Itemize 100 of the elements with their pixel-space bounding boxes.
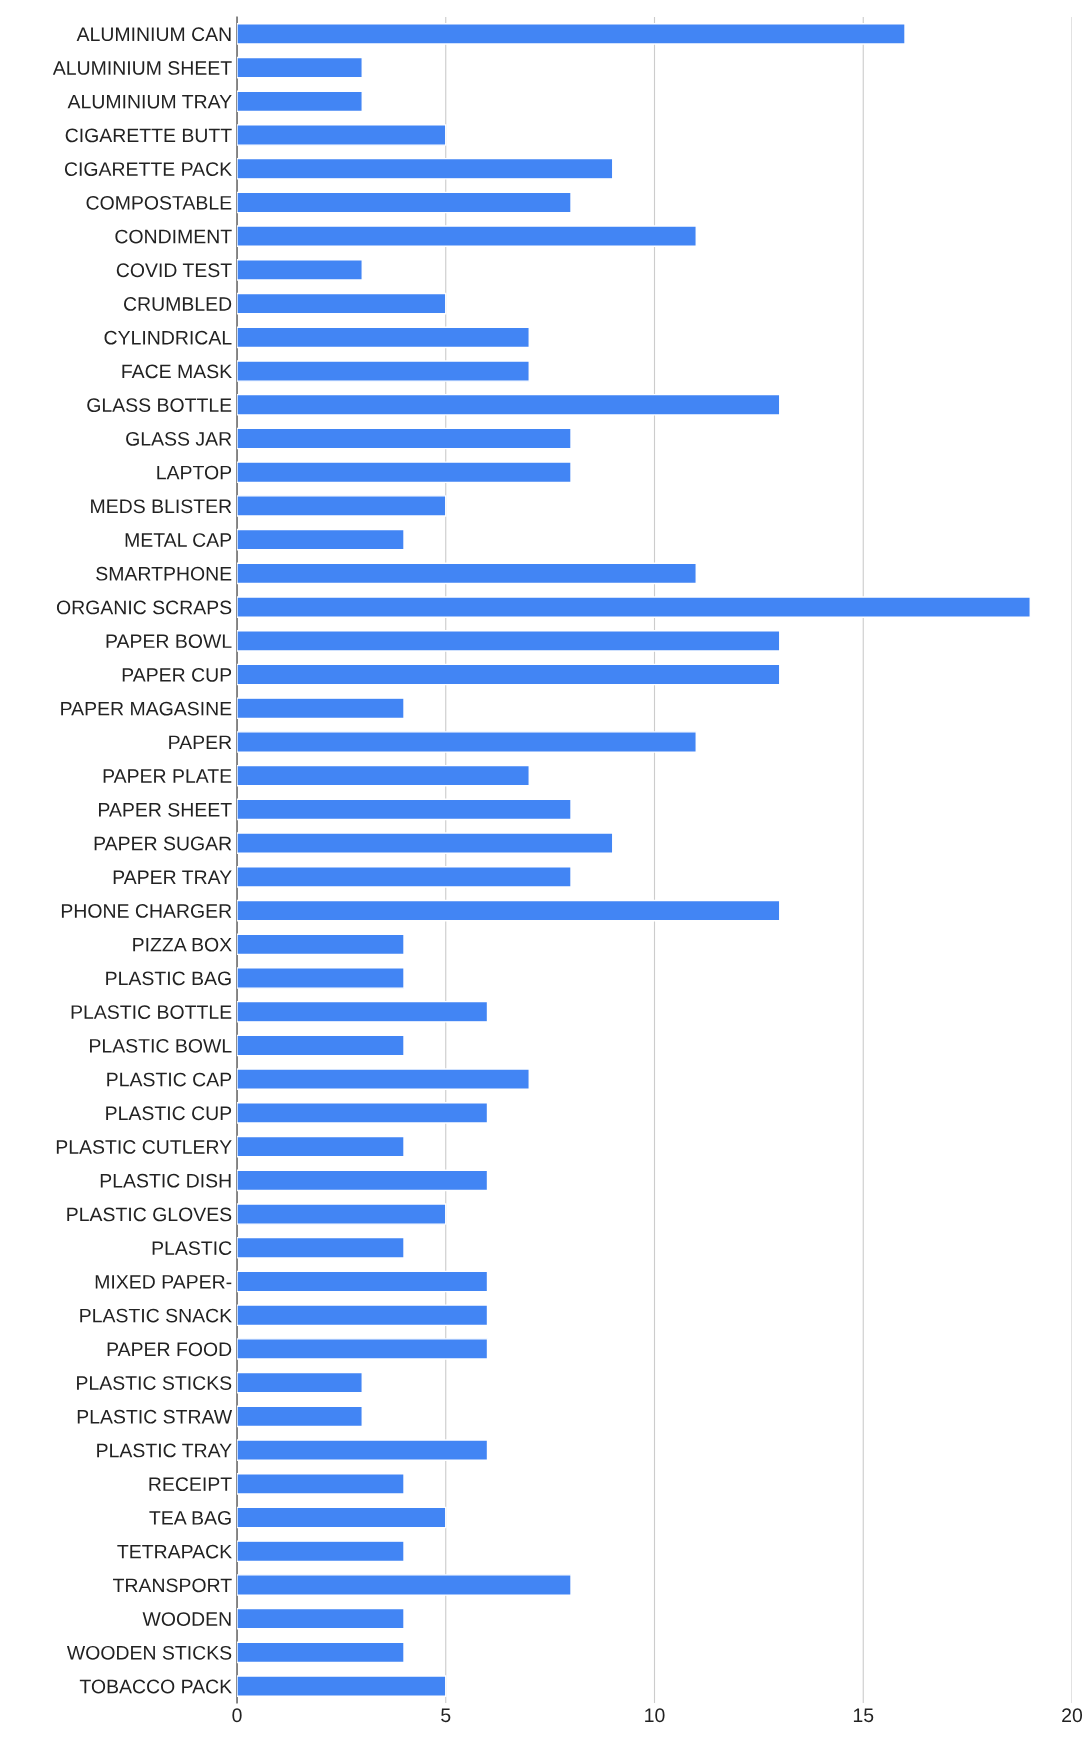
y-tick-label: WOODEN STICKS (66, 1645, 232, 1660)
bar (237, 528, 405, 551)
y-tick-label: COMPOSTABLE (86, 195, 232, 210)
bar (237, 731, 697, 753)
bar (237, 1473, 405, 1495)
y-tick-label: CRUMBLED (124, 297, 232, 311)
y-tick-label: PLASTIC CUTLERY (56, 1140, 232, 1154)
bar (237, 461, 572, 484)
y-tick-label: RECEIPT (149, 1477, 232, 1492)
bar (237, 1338, 489, 1360)
y-tick-label: PLASTIC GLOVES (67, 1207, 232, 1222)
bar (237, 326, 530, 349)
bar (237, 1270, 489, 1293)
y-tick-label: TOBACCO PACK (79, 1679, 232, 1694)
bar (237, 1135, 405, 1158)
y-tick-label: PLASTIC STICKS (77, 1376, 232, 1390)
bar (237, 360, 530, 382)
y-tick-label: PAPER (169, 735, 232, 750)
bar (237, 495, 447, 517)
bar (237, 1236, 405, 1259)
x-tick-label: 0 (232, 1708, 242, 1723)
bar (237, 967, 405, 989)
bar (237, 1506, 447, 1529)
y-tick-label: MEDS BLISTER (91, 499, 232, 514)
bar (237, 1607, 405, 1630)
bar (237, 191, 572, 214)
x-tick-label: 10 (645, 1708, 665, 1723)
y-tick-label: TEA BAG (149, 1511, 231, 1525)
y-tick-label: TRANSPORT (113, 1578, 232, 1593)
bar (237, 225, 697, 247)
y-tick-label: PIZZA BOX (133, 937, 232, 952)
y-tick-label: PLASTIC CAP (107, 1072, 232, 1087)
y-tick-label: ORGANIC SCRAPS (56, 600, 232, 615)
y-tick-label: GLASS JAR (126, 431, 232, 446)
y-tick-label: LAPTOP (157, 465, 232, 480)
y-tick-label: PAPER CUP (122, 668, 232, 682)
y-tick-label: PAPER TRAY (113, 870, 232, 884)
y-tick-label: TETRAPACK (117, 1544, 232, 1559)
y-tick-label: PLASTIC BOWL (90, 1038, 232, 1053)
bar (237, 899, 781, 922)
bar (237, 832, 614, 854)
y-tick-label: WOODEN (142, 1612, 231, 1626)
bar (237, 866, 572, 888)
y-tick-label: PAPER SUGAR (94, 836, 232, 851)
y-tick-label: PAPER BOWL (106, 634, 232, 649)
bar (237, 1641, 405, 1664)
bar (237, 1540, 405, 1563)
x-tick-label: 15 (853, 1708, 874, 1723)
y-tick-label: PAPER MAGASINE (61, 701, 232, 716)
bar (237, 1675, 447, 1697)
bar (237, 427, 572, 450)
y-tick-label: COVID TEST (116, 263, 232, 278)
y-tick-label: PAPER SHEET (99, 802, 232, 817)
y-tick-label: PLASTIC CUP (106, 1106, 232, 1121)
y-tick-label: CYLINDRICAL (104, 330, 232, 345)
y-tick-label: PLASTIC (152, 1241, 232, 1256)
y-tick-label: ALUMINIUM CAN (76, 27, 231, 42)
y-tick-label: PLASTIC SNACK (80, 1308, 232, 1323)
y-tick-label: METAL CAP (125, 533, 232, 547)
bar (237, 933, 405, 956)
bar (237, 1203, 447, 1225)
bar (237, 562, 697, 585)
y-tick-label: PLASTIC TRAY (97, 1443, 232, 1458)
bar (237, 1000, 489, 1023)
bar (237, 56, 363, 79)
y-tick-label: SMARTPHONE (96, 566, 232, 581)
bar (237, 1304, 489, 1327)
bar (237, 663, 781, 686)
y-tick-label: PHONE CHARGER (61, 904, 232, 918)
y-tick-label: ALUMINIUM TRAY (67, 94, 232, 109)
y-tick-label: FACE MASK (122, 364, 232, 379)
y-tick-label: CIGARETTE PACK (64, 162, 232, 176)
y-tick-label: PAPER FOOD (107, 1342, 232, 1357)
bar (237, 90, 363, 113)
bar (237, 596, 1031, 618)
bar (237, 259, 363, 281)
bar (237, 1169, 489, 1192)
y-tick-label: ALUMINIUM SHEET (52, 61, 232, 75)
x-tick-label: 5 (441, 1708, 451, 1723)
bar (237, 798, 572, 821)
y-tick-label: PLASTIC BOTTLE (71, 1005, 232, 1019)
y-tick-label: PLASTIC STRAW (77, 1409, 233, 1424)
x-tick-label: 20 (1062, 1708, 1083, 1723)
y-tick-label: PLASTIC BAG (106, 971, 231, 986)
bar (237, 1102, 489, 1124)
y-tick-label: GLASS BOTTLE (87, 398, 232, 413)
y-tick-label: MIXED PAPER- (95, 1275, 232, 1289)
y-tick-label: CONDIMENT (115, 229, 232, 244)
bar (237, 1574, 572, 1596)
bar (237, 1439, 489, 1461)
y-tick-label: PLASTIC DISH (100, 1173, 231, 1188)
y-tick-label: PAPER PLATE (103, 769, 232, 783)
bar (237, 1371, 363, 1394)
bar (237, 1034, 405, 1057)
bar (237, 697, 405, 720)
bar (237, 1405, 363, 1428)
bar (237, 393, 781, 416)
bar (237, 630, 781, 652)
bar (237, 124, 447, 146)
bar (237, 1068, 530, 1090)
